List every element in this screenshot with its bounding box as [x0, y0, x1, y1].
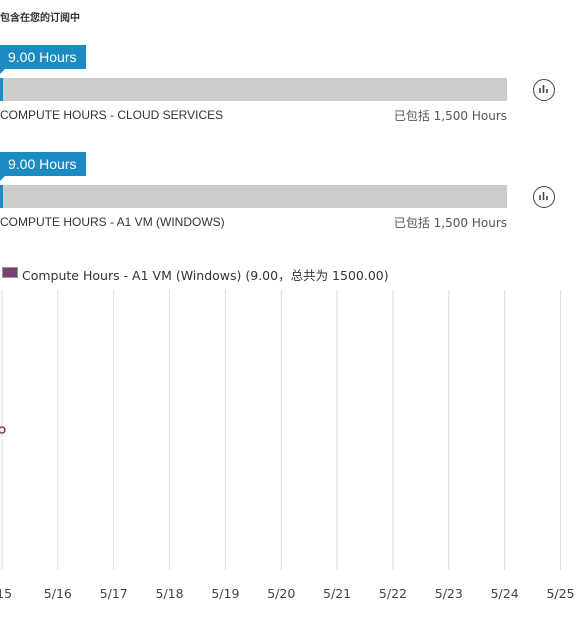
bar-chart-icon[interactable]: [533, 186, 555, 208]
bar-chart-icon[interactable]: [533, 79, 555, 101]
section-title: 包含在您的订阅中: [0, 13, 80, 24]
usage-value-badge: 9.00 Hours: [0, 152, 87, 181]
x-tick-label: 5/25: [546, 586, 574, 601]
data-point[interactable]: [0, 426, 6, 434]
usage-bar-track: [0, 78, 507, 101]
included-amount: 已包括 1,500 Hours: [393, 109, 507, 123]
meter-name: COMPUTE HOURS - CLOUD SERVICES: [0, 108, 224, 122]
x-tick-label: 5/21: [323, 586, 351, 601]
bar-chart-glyph: [539, 85, 548, 93]
usage-bar-fill: [0, 78, 4, 101]
x-tick-label: 5/19: [211, 586, 239, 601]
bar-chart-glyph: [539, 192, 548, 200]
x-tick-label: 5/20: [267, 586, 295, 601]
legend-label: Compute Hours - A1 VM (Windows) (9.00，总共…: [22, 268, 389, 283]
usage-line-chart: /15 5/16 5/17 5/18 5/19 5/20 5/21 5/22 5/23 5/24 5…: [0, 290, 575, 601]
x-tick-label: 5/17: [100, 586, 128, 601]
included-amount: 已包括 1,500 Hours: [393, 216, 507, 230]
meter-cloud-services: 9.00 Hours COMPUTE HOURS - CLOUD SERVICE…: [0, 45, 581, 125]
usage-bar-track: [0, 185, 507, 208]
x-tick-label: 5/18: [156, 586, 184, 601]
meter-name: COMPUTE HOURS - A1 VM (WINDOWS): [0, 215, 225, 229]
usage-value-badge: 9.00 Hours: [0, 45, 87, 74]
legend-swatch: [2, 267, 18, 278]
x-tick-label: 5/23: [435, 586, 463, 601]
x-tick-label: 5/16: [44, 586, 72, 601]
meter-a1-vm-windows: 9.00 Hours COMPUTE HOURS - A1 VM (WINDOW…: [0, 152, 581, 232]
x-tick-label: 5/24: [491, 586, 519, 601]
x-tick-label: 5/22: [379, 586, 407, 601]
usage-bar-fill: [0, 185, 4, 208]
x-tick-label: /15: [0, 586, 12, 601]
